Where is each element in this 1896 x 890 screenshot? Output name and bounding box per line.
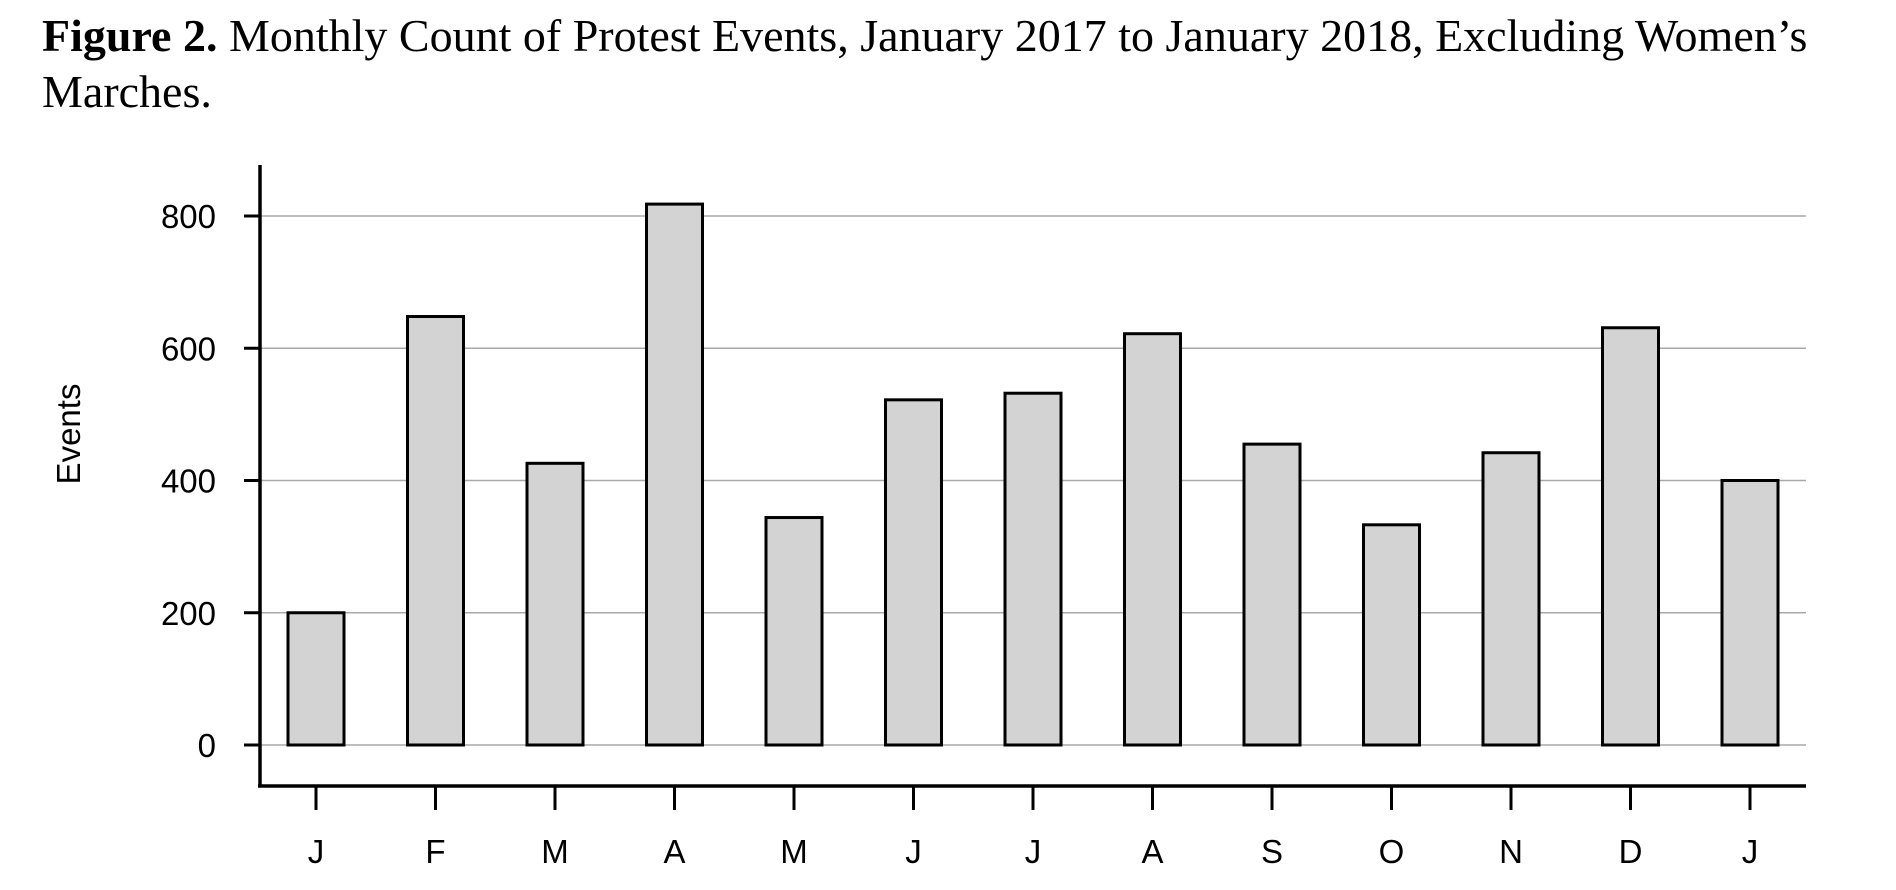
gridlines: [260, 215, 1806, 746]
x-tick-label: J: [308, 833, 325, 870]
x-tick-label: J: [905, 833, 922, 870]
bar: [286, 611, 346, 747]
bar: [1720, 479, 1780, 747]
x-tick-label: M: [541, 833, 569, 870]
bar: [645, 202, 704, 747]
y-tick-label: 400: [161, 463, 216, 500]
x-tick-label: O: [1379, 833, 1405, 870]
bar: [764, 516, 824, 747]
y-tick-label: 600: [161, 330, 216, 367]
bar: [1481, 451, 1541, 747]
x-tick-label: D: [1619, 833, 1643, 870]
bar: [1242, 442, 1302, 747]
bar: [1123, 332, 1182, 747]
bar: [1362, 523, 1421, 747]
figure-caption-text: Monthly Count of Protest Events, January…: [42, 10, 1808, 117]
y-axis-ticks: 0 200 400 600 800: [161, 198, 260, 764]
bars: [286, 202, 1780, 747]
y-tick-label: 0: [198, 727, 216, 764]
bar: [406, 315, 465, 747]
x-tick-label: F: [425, 833, 445, 870]
bar: [525, 461, 585, 747]
figure-label: Figure 2.: [42, 10, 218, 61]
x-tick-label: M: [780, 833, 808, 870]
figure-caption: Figure 2. Monthly Count of Protest Event…: [42, 8, 1882, 120]
y-tick-label: 800: [161, 198, 216, 235]
x-tick-label: A: [1141, 833, 1163, 870]
x-tick-label: S: [1261, 833, 1283, 870]
x-tick-label: J: [1025, 833, 1042, 870]
y-axis-label: Events: [50, 384, 87, 485]
x-tick-label: A: [663, 833, 685, 870]
bar: [884, 398, 943, 747]
x-tick-label: J: [1742, 833, 1759, 870]
bar: [1601, 326, 1660, 747]
x-tick-label: N: [1499, 833, 1523, 870]
bar: [1003, 391, 1063, 747]
y-tick-label: 200: [161, 595, 216, 632]
